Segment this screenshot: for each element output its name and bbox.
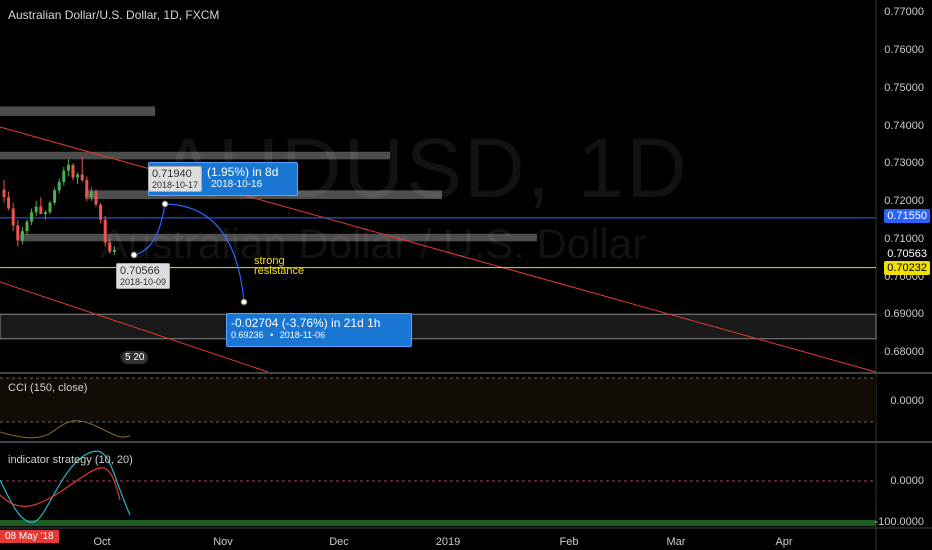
- price-label: 0.72000: [884, 195, 924, 207]
- projection-curve-down: [164, 203, 245, 303]
- candle-body: [16, 225, 20, 241]
- watermark-name: Australian Dollar / U.S. Dollar: [100, 220, 647, 267]
- candle-body: [108, 242, 112, 252]
- resistance-line2: resistance: [254, 265, 305, 277]
- time-label: Mar: [666, 536, 686, 548]
- projection-curve-up: [133, 203, 166, 256]
- trendline-lower: [0, 281, 269, 373]
- candle-body: [20, 231, 24, 241]
- trendline-upper: [0, 126, 877, 373]
- candle-body: [39, 206, 43, 215]
- low-date: 2018-10-09: [120, 277, 167, 287]
- zone-rect: [0, 106, 155, 116]
- price-label: 0.73000: [884, 157, 924, 169]
- strategy-slow-line: [0, 467, 121, 507]
- chart-title: Australian Dollar/U.S. Dollar, 1D, FXCM: [8, 8, 220, 22]
- time-label: Apr: [775, 536, 793, 548]
- cursor-date-tag: 08 May '18: [0, 530, 59, 543]
- resistance-text[interactable]: strong resistance: [254, 255, 305, 277]
- candle-body: [62, 170, 66, 182]
- zone-rect: [20, 233, 537, 242]
- candle-body: [89, 191, 93, 198]
- cci-band: [0, 378, 876, 422]
- candle-body: [43, 212, 47, 215]
- candle-body: [34, 206, 38, 213]
- up-measure-text: (1.95%) in 8d: [207, 165, 279, 179]
- level-price-tag: 0.71550: [884, 209, 930, 223]
- candle-body: [11, 208, 15, 226]
- resistance-price-tag: 0.70232: [884, 261, 930, 275]
- candle-body: [85, 180, 89, 198]
- candle-body: [112, 250, 116, 252]
- candle-body: [30, 212, 34, 222]
- candle-body: [71, 165, 75, 178]
- cci-line: [0, 420, 131, 439]
- candle-body: [7, 197, 11, 209]
- price-label: 0.76000: [884, 44, 924, 56]
- time-label: Dec: [329, 536, 349, 548]
- up-measure-date: 2018-10-16: [211, 179, 263, 190]
- candle-body: [57, 182, 61, 191]
- down-measure-box[interactable]: -0.02704 (-3.76%) in 21d 1h 0.69236 • 20…: [226, 313, 412, 347]
- events-badge[interactable]: 5 20: [121, 351, 149, 364]
- price-label: 0.74000: [884, 120, 924, 132]
- price-label: 0.77000: [884, 6, 924, 18]
- time-label: Nov: [213, 536, 233, 548]
- high-price: 0.71940: [152, 168, 192, 180]
- time-label: 2019: [435, 536, 461, 548]
- candle-body: [103, 219, 107, 243]
- zone-rect: [0, 151, 390, 160]
- cci-zero-label: 0.0000: [890, 395, 924, 407]
- price-label: 0.75000: [884, 82, 924, 94]
- candle-body: [66, 165, 70, 171]
- candle-body: [94, 191, 98, 205]
- down-measure-price: 0.69236: [231, 330, 264, 340]
- strategy-floor-band: [0, 520, 876, 526]
- low-price: 0.70566: [120, 265, 160, 277]
- strategy-zero-label: 0.0000: [890, 475, 924, 487]
- anchor-point: [130, 251, 138, 259]
- strategy-min-label: -100.0000: [874, 516, 924, 528]
- price-label: 0.68000: [884, 346, 924, 358]
- strategy-fast-line: [0, 450, 131, 523]
- high-date: 2018-10-17: [152, 180, 199, 190]
- candle-body: [25, 221, 29, 232]
- candle-body: [53, 190, 57, 203]
- candle-body: [2, 189, 6, 198]
- cci-pane-label[interactable]: CCI (150, close): [8, 382, 88, 394]
- anchor-point: [240, 298, 248, 306]
- strategy-pane-label[interactable]: indicator strategy (10, 20): [8, 454, 133, 466]
- time-label: Feb: [559, 536, 579, 548]
- down-measure-text: -0.02704 (-3.76%) in 21d 1h: [231, 316, 381, 330]
- price-label: 0.71000: [884, 233, 924, 245]
- candle-body: [76, 174, 80, 178]
- candle-body: [80, 174, 84, 181]
- zone-rect: [0, 313, 877, 340]
- time-label: Oct: [93, 536, 111, 548]
- anchor-point: [161, 200, 169, 208]
- high-price-label[interactable]: 0.71940 2018-10-17: [148, 166, 203, 192]
- last-price-tag: 0.70563: [884, 247, 930, 261]
- candle-body: [99, 204, 103, 220]
- resistance-line1: strong: [254, 255, 285, 267]
- price-label: 0.69000: [884, 308, 924, 320]
- candle-body: [48, 202, 52, 213]
- low-price-label[interactable]: 0.70566 2018-10-09: [116, 263, 171, 289]
- down-measure-date: 2018-11-06: [279, 330, 326, 340]
